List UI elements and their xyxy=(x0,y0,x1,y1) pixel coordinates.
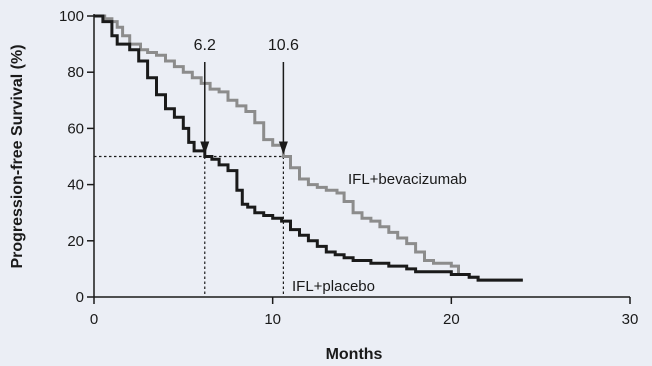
y-tick-label-100: 100 xyxy=(59,8,84,25)
y-axis-title: Progression-free Survival (%) xyxy=(9,44,26,268)
x-axis-title: Months xyxy=(326,346,383,363)
y-tick-label-20: 20 xyxy=(67,233,84,250)
x-tick-label-0: 0 xyxy=(90,311,98,328)
placebo-step-line xyxy=(94,14,523,282)
y-tick-label-60: 60 xyxy=(67,120,84,137)
series-label-bevacizumab: IFL+bevacizumab xyxy=(348,171,467,188)
annotation-arrow-head-1 xyxy=(278,141,288,155)
series-lines xyxy=(94,14,523,282)
annotation-arrow-head-0 xyxy=(200,141,210,155)
y-tick-label-80: 80 xyxy=(67,64,84,81)
reference-lines xyxy=(94,155,284,297)
series-label-placebo: IFL+placebo xyxy=(292,278,375,295)
annotation-label-1: 10.6 xyxy=(268,37,299,54)
axes: 0 20 40 60 80 100 0 10 20 30 Months Progression-fre… xyxy=(9,8,638,363)
series-labels: IFL+bevacizumab IFL+placebo xyxy=(292,171,467,295)
annotations: 6.2 10.6 xyxy=(194,37,299,155)
x-tick-label-10: 10 xyxy=(264,311,281,328)
x-tick-label-20: 20 xyxy=(443,311,460,328)
annotation-label-0: 6.2 xyxy=(194,37,216,54)
x-tick-label-30: 30 xyxy=(622,311,639,328)
y-tick-label-40: 40 xyxy=(67,177,84,194)
y-tick-label-0: 0 xyxy=(76,289,84,306)
